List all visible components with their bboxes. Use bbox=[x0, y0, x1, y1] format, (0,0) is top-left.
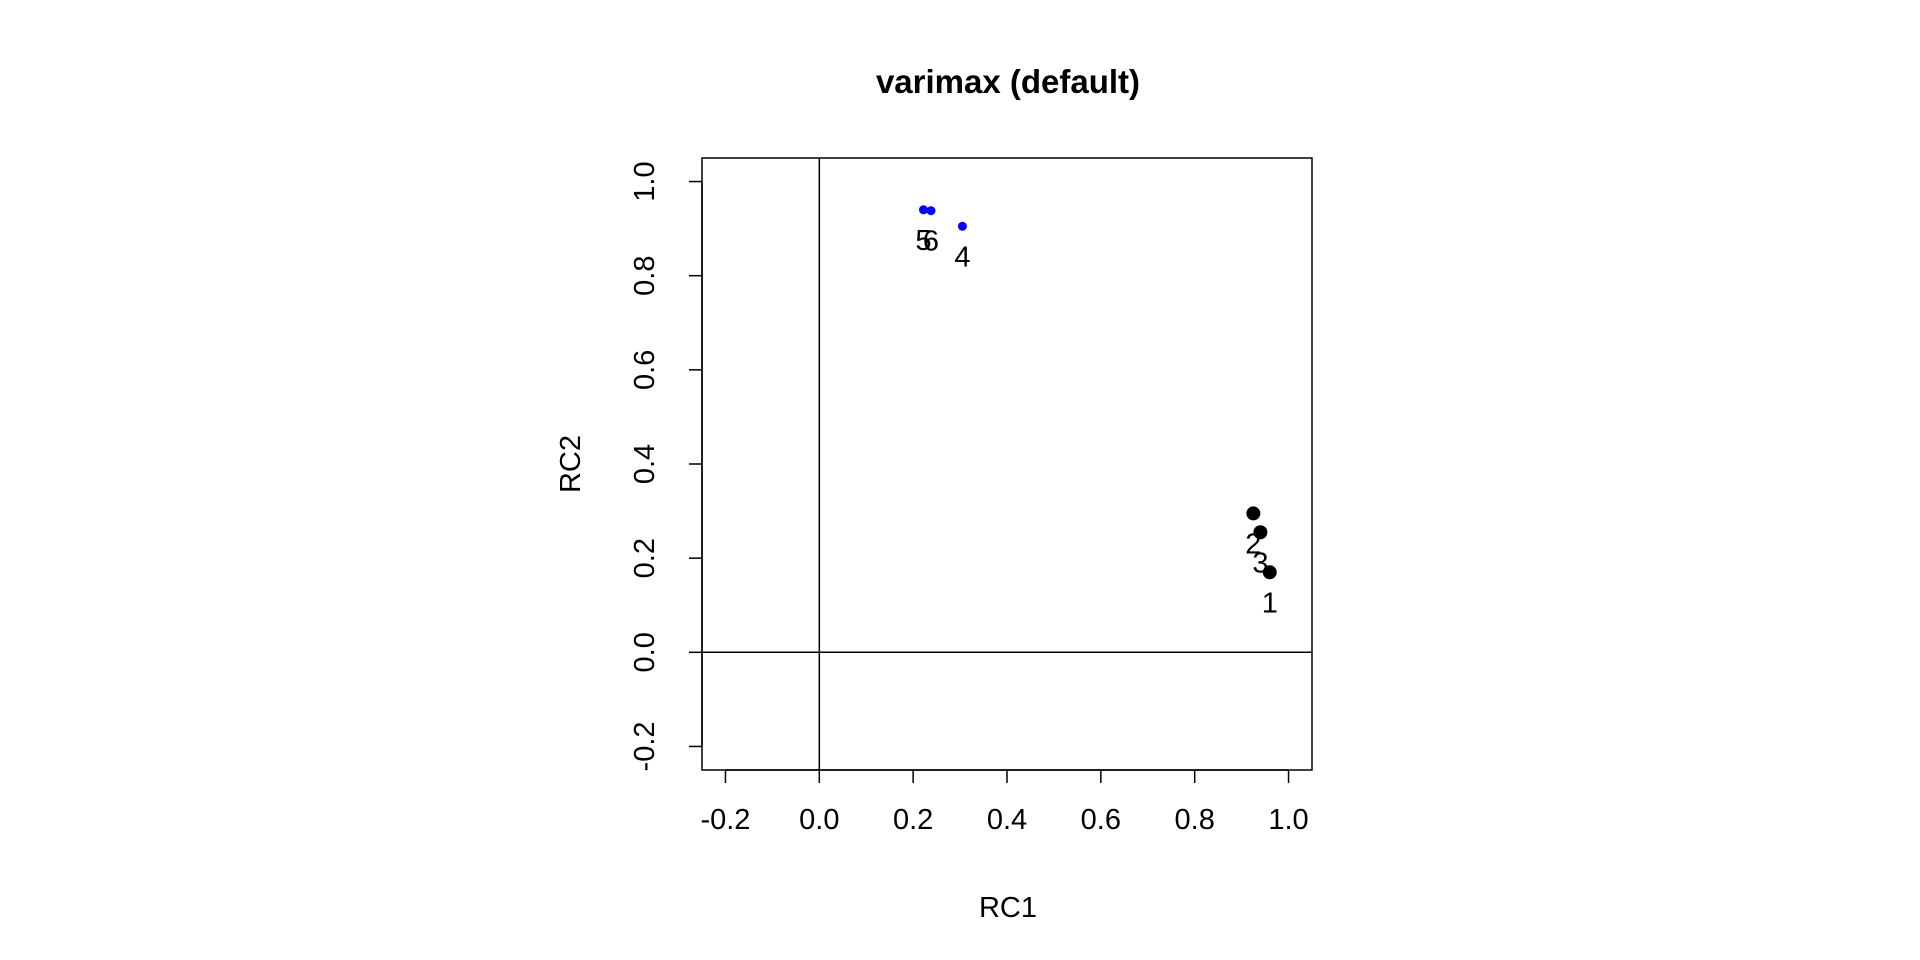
y-tick-label: 0.4 bbox=[629, 444, 661, 484]
y-tick-label: 0.0 bbox=[629, 632, 661, 672]
x-tick-label: 0.0 bbox=[799, 804, 839, 836]
x-tick-label: 0.2 bbox=[893, 804, 933, 836]
data-point-5 bbox=[918, 205, 928, 215]
x-tick-label: 1.0 bbox=[1268, 804, 1308, 836]
point-label-4: 4 bbox=[954, 241, 970, 273]
x-tick-label: -0.2 bbox=[700, 804, 750, 836]
data-point-1 bbox=[1262, 565, 1277, 580]
data-point-2 bbox=[1246, 506, 1261, 521]
y-tick-label: -0.2 bbox=[629, 721, 661, 771]
point-label-3: 3 bbox=[1252, 547, 1268, 579]
point-label-6: 6 bbox=[923, 226, 939, 258]
x-tick-label: 0.4 bbox=[987, 804, 1027, 836]
data-point-3 bbox=[1253, 525, 1268, 540]
data-point-6 bbox=[926, 206, 936, 216]
chart-title: varimax (default) bbox=[876, 63, 1140, 100]
point-label-5: 5 bbox=[915, 225, 931, 257]
point-label-1: 1 bbox=[1262, 587, 1278, 619]
x-tick-label: 0.8 bbox=[1175, 804, 1215, 836]
data-point-4 bbox=[957, 221, 967, 231]
x-tick-label: 0.6 bbox=[1081, 804, 1121, 836]
x-axis: -0.2 0.0 0.2 0.4 0.6 0.8 1.0 bbox=[700, 769, 1309, 836]
x-axis-label: RC1 bbox=[979, 892, 1037, 924]
y-tick-label: 1.0 bbox=[629, 161, 661, 201]
y-axis-label: RC2 bbox=[555, 435, 587, 493]
y-tick-label: 0.6 bbox=[629, 350, 661, 390]
plot-frame bbox=[701, 157, 1313, 771]
y-tick-label: 0.8 bbox=[629, 256, 661, 296]
y-tick-label: 0.2 bbox=[629, 538, 661, 578]
y-axis: -0.2 0.0 0.2 0.4 0.6 0.8 1.0 bbox=[629, 161, 703, 771]
